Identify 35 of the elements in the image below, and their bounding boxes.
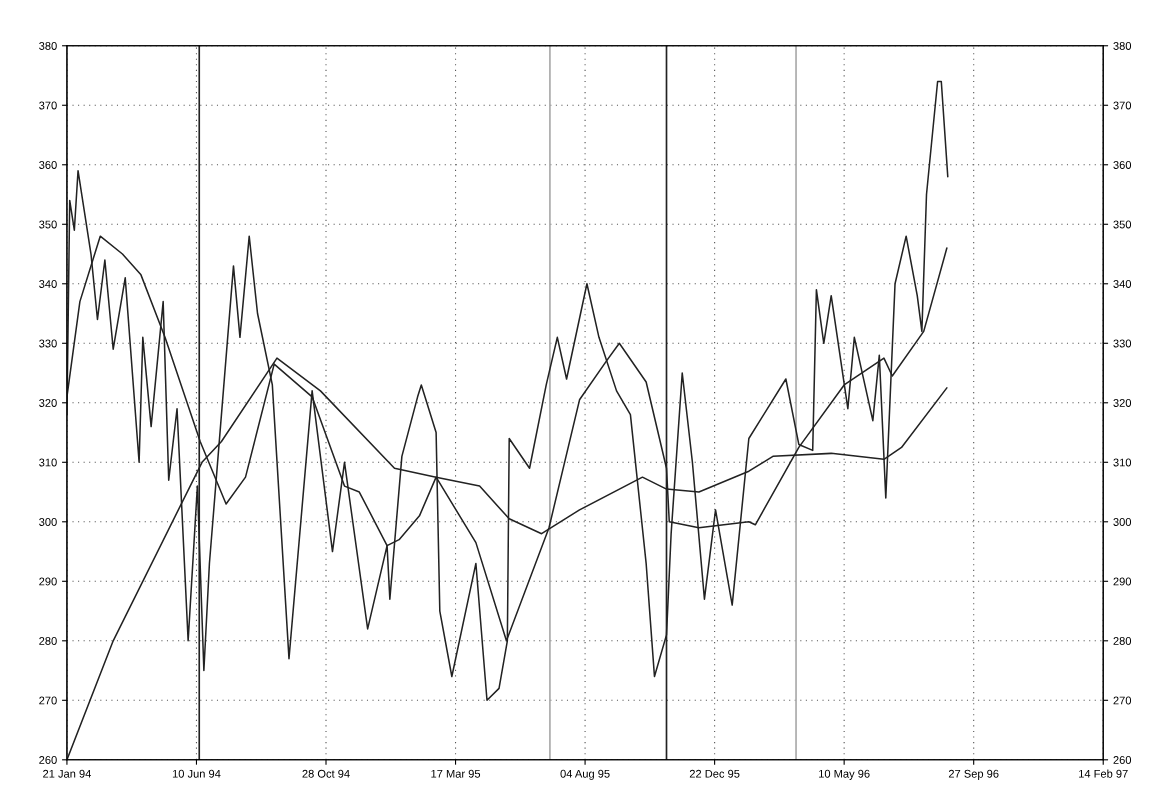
y2-tick-label: 330 bbox=[1113, 339, 1132, 348]
y-tick-label: 350 bbox=[39, 220, 57, 229]
y-tick-label: 330 bbox=[39, 339, 57, 348]
y2-tick-label: 260 bbox=[1113, 756, 1132, 764]
x-tick-label: 04 Aug 95 bbox=[560, 769, 610, 780]
y-tick-label: 320 bbox=[39, 399, 57, 407]
y2-tick-label: 360 bbox=[1113, 161, 1132, 169]
y-tick-label: 270 bbox=[39, 696, 57, 705]
y-tick-label: 280 bbox=[39, 637, 57, 645]
y-tick-label: 380 bbox=[39, 42, 57, 50]
y-tick-label: 300 bbox=[39, 518, 57, 526]
y-tick-label: 340 bbox=[39, 280, 57, 288]
x-tick-label: 27 Sep 96 bbox=[948, 769, 999, 780]
x-tick-label: 17 Mar 95 bbox=[431, 769, 481, 778]
y2-tick-label: 280 bbox=[1113, 637, 1132, 645]
y-tick-label: 260 bbox=[39, 756, 57, 764]
y-tick-label: 310 bbox=[39, 458, 57, 467]
x-tick-label: 10 May 96 bbox=[819, 769, 870, 780]
y-tick-label: 290 bbox=[39, 577, 57, 586]
x-tick-label: 28 Oct 94 bbox=[302, 769, 350, 778]
y-tick-label: 360 bbox=[39, 161, 57, 169]
y2-tick-label: 370 bbox=[1113, 101, 1132, 110]
y2-tick-label: 290 bbox=[1113, 577, 1132, 586]
x-tick-label: 21 Jan 94 bbox=[43, 769, 92, 778]
y2-tick-label: 340 bbox=[1113, 280, 1132, 288]
x-tick-label: 22 Dec 95 bbox=[689, 769, 740, 778]
x-tick-label: 10 Jun 94 bbox=[172, 769, 221, 778]
y2-tick-label: 270 bbox=[1113, 696, 1132, 705]
y2-tick-label: 320 bbox=[1113, 399, 1132, 407]
y2-tick-label: 300 bbox=[1113, 518, 1132, 526]
y2-tick-label: 310 bbox=[1113, 458, 1132, 467]
y2-tick-label: 380 bbox=[1113, 42, 1132, 50]
x-tick-label: 14 Feb 97 bbox=[1079, 769, 1128, 778]
y2-tick-label: 350 bbox=[1113, 220, 1132, 229]
y-tick-label: 370 bbox=[39, 101, 57, 110]
